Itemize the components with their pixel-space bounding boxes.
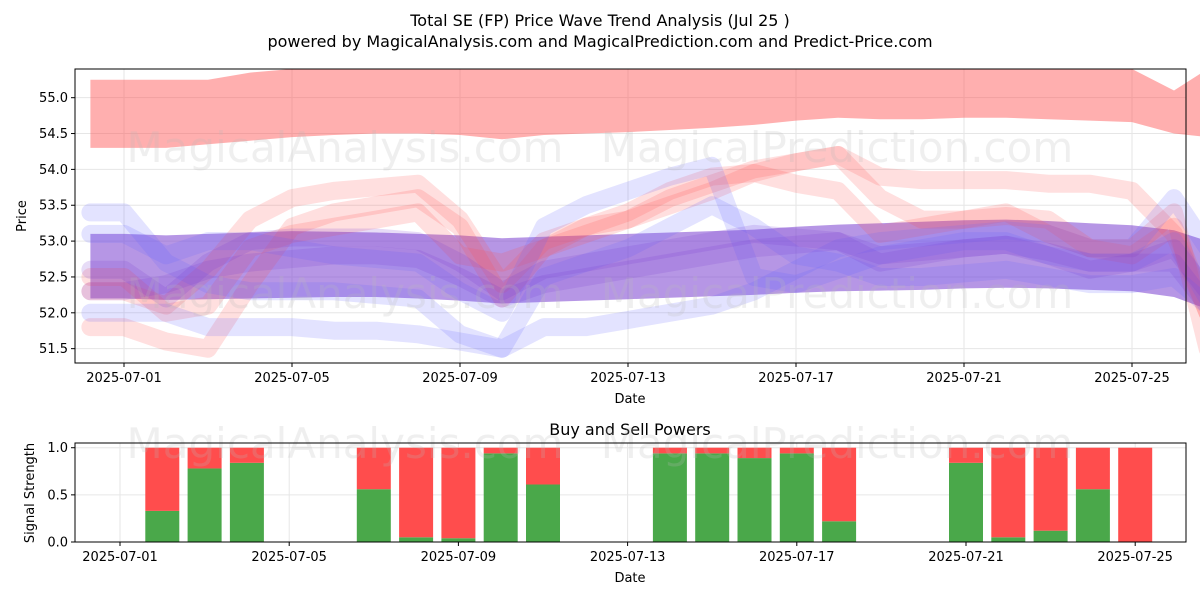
price-plot-background xyxy=(75,69,1186,363)
power-x-tick-label: 2025-07-13 xyxy=(590,550,666,565)
power-x-tick-label: 2025-07-21 xyxy=(928,550,1004,565)
power-x-label: Date xyxy=(614,571,645,586)
power-plot-frame xyxy=(74,442,1187,543)
sell-bar xyxy=(356,447,391,490)
price-y-tick-label: 54.5 xyxy=(39,127,68,142)
buy-bar xyxy=(779,453,814,542)
power-title: Buy and Sell Powers xyxy=(549,420,711,439)
price-x-tick-label: 2025-07-13 xyxy=(590,371,666,386)
sell-bar xyxy=(737,447,772,459)
price-y-tick-label: 52.0 xyxy=(39,306,68,321)
buy-bar xyxy=(526,484,560,542)
watermark-right-top: MagicalPrediction.com xyxy=(601,123,1074,172)
chart-title: Total SE (FP) Price Wave Trend Analysis … xyxy=(409,11,790,30)
power-x-tick-label: 2025-07-01 xyxy=(82,550,158,565)
price-x-label: Date xyxy=(614,392,645,407)
sell-bar xyxy=(229,447,264,463)
sell-bar xyxy=(399,447,434,538)
power-panel: Buy and Sell Powers MagicalAnalysis.com … xyxy=(23,419,1187,586)
power-x-ticks: 2025-07-01 2025-07-05 2025-07-09 2025-07-13… xyxy=(82,542,1173,565)
power-x-tick-label: 2025-07-09 xyxy=(421,550,497,565)
buy-bar xyxy=(991,537,1026,542)
wave-line-red-2 xyxy=(81,164,1200,322)
power-y-ticks: 0.0 0.5 1.0 xyxy=(47,441,75,551)
price-lines xyxy=(81,146,1200,358)
price-x-tick-label: 2025-07-01 xyxy=(86,371,162,386)
wave-line-red-0 xyxy=(81,146,1200,318)
buy-bar xyxy=(187,468,222,542)
price-plot-frame xyxy=(74,68,1187,364)
price-y-tick-label: 52.5 xyxy=(39,270,68,285)
price-y-ticks: 51.5 52.0 52.5 53.0 53.5 54.0 54.5 55.0 xyxy=(39,91,75,357)
price-panel: MagicalAnalysis.com MagicalPrediction.co… xyxy=(15,68,1200,407)
band-purple xyxy=(90,219,1200,307)
price-y-tick-label: 51.5 xyxy=(39,342,68,357)
sell-bar xyxy=(949,447,983,463)
chart-subtitle: powered by MagicalAnalysis.com and Magic… xyxy=(267,32,932,51)
price-y-label: Price xyxy=(15,200,30,232)
wave-line-blue-5 xyxy=(81,156,1200,322)
power-y-tick-label: 0.0 xyxy=(47,536,68,551)
price-y-tick-label: 53.0 xyxy=(39,235,68,250)
price-x-tick-label: 2025-07-05 xyxy=(254,371,330,386)
buy-bar xyxy=(949,462,983,542)
power-bars xyxy=(145,447,1153,542)
wave-line-purple-6 xyxy=(81,224,1200,308)
buy-bar xyxy=(652,453,687,542)
price-y-tick-label: 55.0 xyxy=(39,91,68,106)
wave-line-red-1 xyxy=(81,146,1200,358)
sell-bar xyxy=(187,447,222,469)
sell-bar xyxy=(779,447,814,454)
band-red xyxy=(90,69,1200,148)
buy-bar xyxy=(441,538,476,542)
price-x-ticks: 2025-07-01 2025-07-05 2025-07-09 2025-07-13… xyxy=(86,363,1170,386)
price-x-tick-label: 2025-07-17 xyxy=(758,371,834,386)
power-y-tick-label: 1.0 xyxy=(47,441,68,456)
sell-bar xyxy=(483,447,518,454)
watermark-right-mid: MagicalPrediction.com xyxy=(601,269,1074,318)
power-x-tick-label: 2025-07-17 xyxy=(759,550,835,565)
sell-bar xyxy=(695,447,730,454)
power-y-tick-label: 0.5 xyxy=(47,488,68,503)
sell-bar xyxy=(652,447,687,454)
price-y-tick-label: 53.5 xyxy=(39,199,68,214)
sell-bar xyxy=(1033,447,1068,531)
buy-bar xyxy=(145,510,180,542)
wave-line-blue-4 xyxy=(81,196,1200,358)
price-x-tick-label: 2025-07-21 xyxy=(926,371,1002,386)
wave-line-purple-7 xyxy=(81,232,1200,311)
wave-line-blue-3 xyxy=(81,189,1200,358)
sell-bar xyxy=(1075,447,1110,490)
price-x-tick-label: 2025-07-09 xyxy=(422,371,498,386)
sell-bar xyxy=(1118,447,1153,542)
price-y-tick-label: 54.0 xyxy=(39,163,68,178)
price-bands xyxy=(90,69,1200,307)
buy-bar xyxy=(737,458,772,542)
buy-bar xyxy=(1033,530,1068,542)
price-x-tick-label: 2025-07-25 xyxy=(1094,371,1170,386)
buy-bar xyxy=(356,489,391,542)
sell-bar xyxy=(441,447,476,539)
sell-bar xyxy=(526,447,560,485)
watermark-left-top: MagicalAnalysis.com xyxy=(127,123,564,172)
buy-bar xyxy=(1075,489,1110,542)
sell-bar xyxy=(145,447,180,511)
power-y-label: Signal Strength xyxy=(23,443,38,543)
watermark-left-mid: MagicalAnalysis.com xyxy=(127,269,564,318)
buy-bar xyxy=(399,537,434,542)
power-x-tick-label: 2025-07-25 xyxy=(1097,550,1173,565)
buy-bar xyxy=(822,521,857,542)
buy-bar xyxy=(695,453,730,542)
power-x-tick-label: 2025-07-05 xyxy=(251,550,327,565)
buy-bar xyxy=(229,462,264,542)
sell-bar xyxy=(991,447,1026,538)
buy-bar xyxy=(483,453,518,542)
sell-bar xyxy=(822,447,857,522)
